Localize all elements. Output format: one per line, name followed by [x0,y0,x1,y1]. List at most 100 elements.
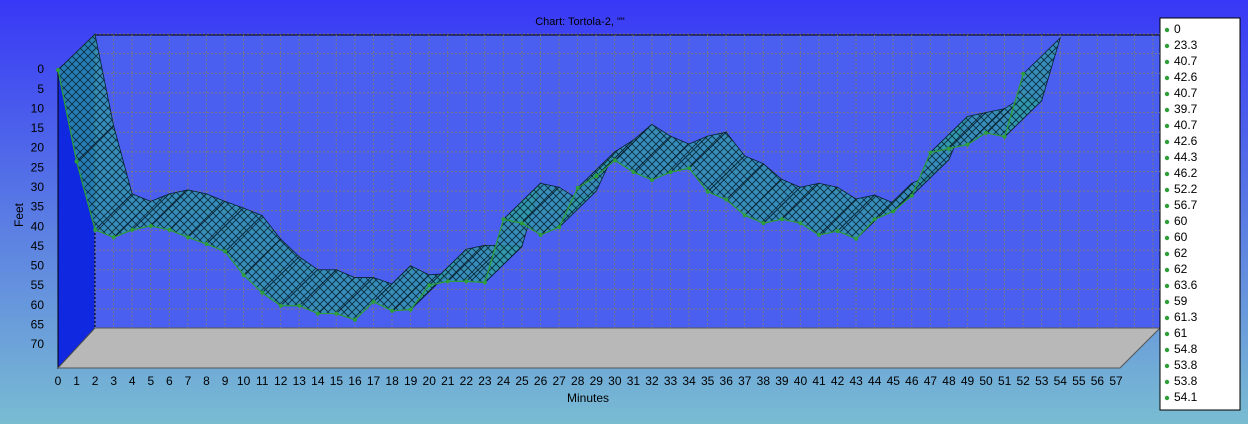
x-tick-label: 24 [497,374,511,388]
legend-marker [1164,299,1170,305]
x-tick-label: 25 [515,374,529,388]
y-tick-label: 25 [31,160,45,174]
data-point [111,235,116,240]
data-point [854,236,859,241]
x-tick-label: 42 [831,374,845,388]
x-tick-label: 54 [1054,374,1068,388]
data-point [1021,71,1026,76]
legend-label: 52.2 [1174,182,1198,196]
legend-label: 40.7 [1174,86,1198,100]
data-point [742,213,747,218]
x-tick-label: 8 [203,374,210,388]
data-point [74,159,79,164]
legend-marker [1164,315,1170,321]
data-point [687,166,692,171]
legend-marker [1164,395,1170,401]
legend-label: 54.1 [1174,390,1198,404]
legend-marker [1164,187,1170,193]
legend-label: 60 [1174,230,1188,244]
data-point [167,227,172,232]
x-axis-label: Minutes [567,391,609,405]
data-point [130,227,135,232]
data-point [390,308,395,313]
legend-marker [1164,203,1170,209]
x-tick-label: 9 [222,374,229,388]
data-point [891,209,896,214]
x-tick-label: 36 [720,374,734,388]
x-tick-label: 29 [590,374,604,388]
data-point [946,146,951,151]
x-tick-label: 22 [460,374,474,388]
x-tick-label: 28 [571,374,585,388]
x-tick-label: 47 [924,374,938,388]
y-tick-label: 0 [37,62,44,76]
x-tick-label: 4 [129,374,136,388]
x-tick-label: 13 [293,374,307,388]
x-tick-label: 37 [738,374,752,388]
data-point [649,178,654,182]
data-point [501,217,506,222]
data-point [575,185,580,190]
x-tick-label: 31 [627,374,641,388]
legend-marker [1164,171,1170,177]
data-point [928,150,933,155]
legend-label: 61 [1174,326,1188,340]
x-tick-label: 56 [1091,374,1105,388]
chart-title: Chart: Tortola-2, "" [535,16,625,28]
legend-marker [1164,363,1170,369]
data-point [761,221,766,226]
data-point [538,233,543,237]
x-tick-label: 30 [608,374,622,388]
x-tick-label: 12 [274,374,288,388]
data-point [594,174,599,179]
legend-label: 40.7 [1174,118,1198,132]
floor [56,327,1162,369]
data-point [241,273,246,278]
data-point [557,225,562,230]
legend-label: 56.7 [1174,198,1198,212]
x-tick-label: 5 [147,374,154,388]
x-tick-label: 14 [311,374,325,388]
data-point [148,223,153,228]
legend-marker [1164,91,1170,97]
legend [1159,17,1241,411]
x-tick-label: 34 [682,374,696,388]
legend-marker [1164,59,1170,65]
legend-label: 42.6 [1174,134,1198,148]
x-tick-label: 0 [55,374,62,388]
x-tick-label: 19 [404,374,418,388]
y-tick-label: 35 [31,200,45,214]
x-tick-label: 48 [942,374,956,388]
x-tick-label: 45 [887,374,901,388]
legend-label: 53.8 [1174,358,1198,372]
x-tick-label: 16 [348,374,362,388]
data-point [427,283,432,288]
legend-marker [1164,267,1170,273]
data-point [93,227,98,232]
y-tick-label: 5 [37,82,44,96]
x-tick-label: 17 [367,374,381,388]
x-tick-label: 50 [979,374,993,388]
x-tick-label: 2 [92,374,99,388]
legend-marker [1164,27,1170,33]
x-tick-label: 46 [905,374,919,388]
y-tick-label: 30 [31,180,45,194]
x-tick-label: 35 [701,374,715,388]
x-tick-label: 40 [794,374,808,388]
x-tick-label: 55 [1072,374,1086,388]
data-point [334,311,339,316]
x-tick-label: 57 [1109,374,1123,388]
x-tick-label: 26 [534,374,548,388]
legend-marker [1164,331,1170,337]
legend-label: 23.3 [1174,38,1198,52]
legend-marker [1164,347,1170,353]
data-point [315,311,320,316]
x-tick-label: 23 [478,374,492,388]
data-point [520,221,525,226]
legend-label: 61.3 [1174,310,1198,324]
legend-marker [1164,283,1170,289]
x-tick-label: 39 [775,374,789,388]
legend-label: 0 [1174,22,1181,36]
data-point [705,189,710,194]
x-tick-label: 10 [237,374,251,388]
